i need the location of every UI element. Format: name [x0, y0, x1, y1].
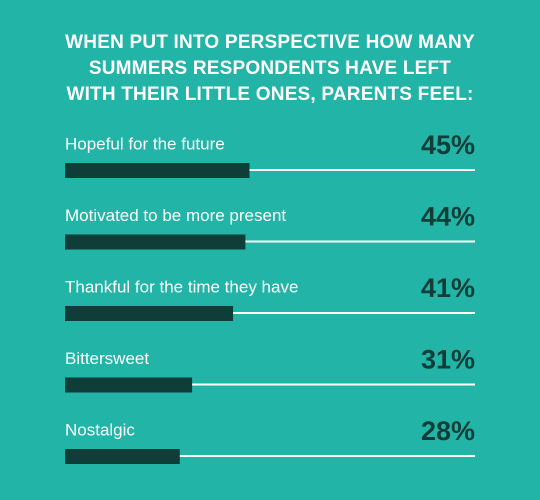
category-label: Thankful for the time they have [65, 277, 298, 296]
value-label: 41% [421, 273, 475, 303]
bar [65, 377, 193, 393]
category-label: Bittersweet [65, 349, 149, 368]
value-label: 31% [421, 345, 475, 375]
category-label: Hopeful for the future [65, 134, 225, 153]
bar [65, 163, 250, 178]
chart-title: WHEN PUT INTO PERSPECTIVE HOW MANY SUMME… [65, 32, 475, 105]
bar [65, 449, 180, 464]
category-label: Motivated to be more present [65, 206, 286, 225]
value-label: 28% [421, 416, 475, 446]
bar [65, 234, 246, 250]
value-label: 45% [421, 130, 475, 160]
value-label: 44% [421, 202, 475, 232]
bar [65, 306, 234, 321]
category-label: Nostalgic [65, 420, 135, 439]
